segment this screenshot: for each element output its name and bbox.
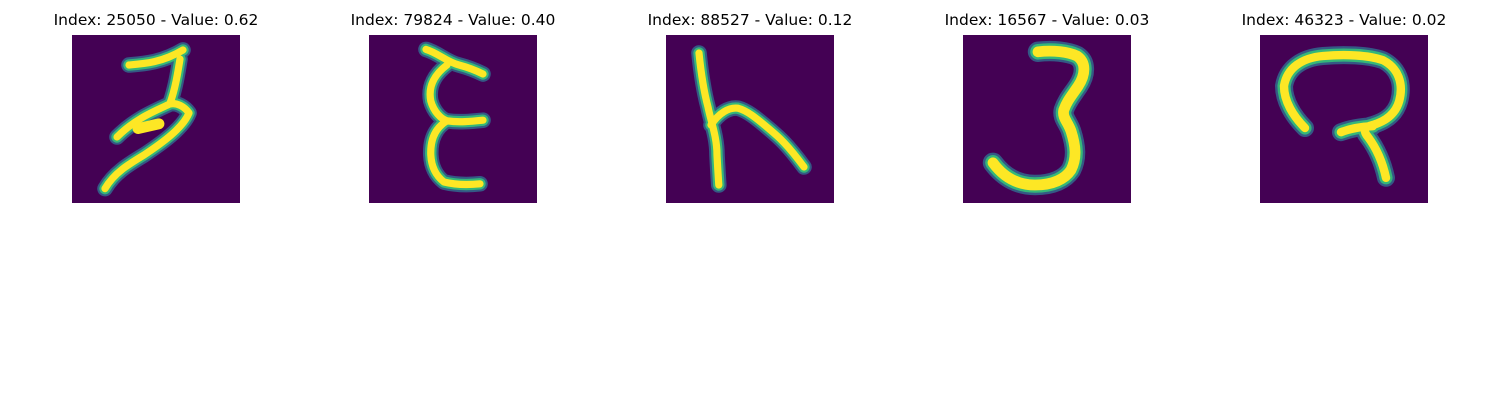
panel-title: Index: 79824 - Value: 0.40	[350, 11, 556, 29]
digit-image	[72, 35, 240, 203]
image-panel-3: Index: 16567 - Value: 0.03	[899, 0, 1195, 210]
digit-image	[666, 35, 834, 203]
image-panel-2: Index: 88527 - Value: 0.12	[602, 0, 898, 210]
panel-title: Index: 46323 - Value: 0.02	[1241, 11, 1447, 29]
image-panel-0: Index: 25050 - Value: 0.62	[8, 0, 304, 210]
panel-title: Index: 88527 - Value: 0.12	[647, 11, 853, 29]
image-panel-4: Index: 46323 - Value: 0.02	[1196, 0, 1492, 210]
digit-image	[1260, 35, 1428, 203]
panel-title: Index: 16567 - Value: 0.03	[944, 11, 1150, 29]
image-panel-1: Index: 79824 - Value: 0.40	[305, 0, 601, 210]
digit-image	[369, 35, 537, 203]
digit-image	[963, 35, 1131, 203]
panel-title: Index: 25050 - Value: 0.62	[53, 11, 259, 29]
